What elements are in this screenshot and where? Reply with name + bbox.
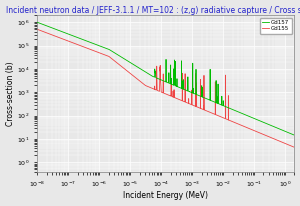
Legend: Gd157, Gd155: Gd157, Gd155 (260, 18, 292, 34)
Gd157 (190, 91, 194, 94)
X-axis label: Incident Energy (MeV): Incident Energy (MeV) (124, 191, 208, 200)
Gd157 (203, 97, 206, 99)
Gd155 (292, 146, 296, 149)
Gd157 (292, 134, 296, 136)
Gd155 (203, 109, 206, 111)
Gd157 (134, 65, 137, 67)
Gd157 (36, 21, 39, 24)
Gd155 (190, 103, 194, 106)
Gd155 (247, 127, 250, 130)
Gd155 (82, 46, 86, 48)
Gd155 (134, 77, 137, 79)
Gd155 (227, 119, 231, 122)
Gd155 (36, 28, 39, 31)
Gd157 (227, 107, 231, 109)
Gd157 (247, 115, 250, 117)
Line: Gd157: Gd157 (38, 22, 294, 135)
Title: Incident neutron data / JEFF-3.1.1 / MT=102 : (z,g) radiative capture / Cross se: Incident neutron data / JEFF-3.1.1 / MT=… (6, 6, 300, 15)
Line: Gd155: Gd155 (38, 29, 294, 147)
Gd157 (82, 39, 86, 41)
Y-axis label: Cross-section (b): Cross-section (b) (6, 61, 15, 126)
